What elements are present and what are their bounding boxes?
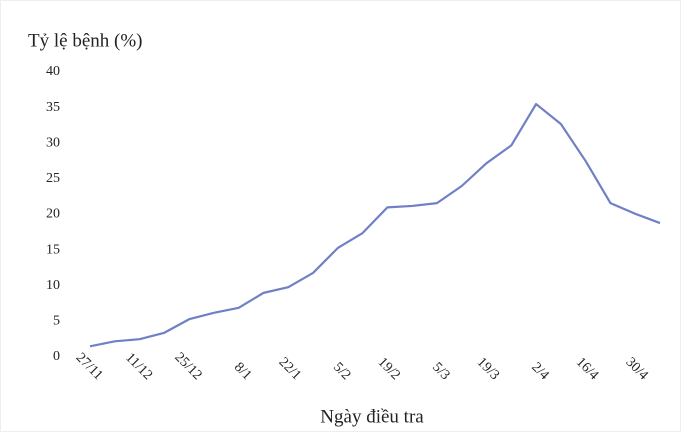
y-tick-label: 20 — [46, 207, 60, 222]
y-tick-label: 25 — [46, 171, 60, 186]
y-tick-label: 5 — [53, 314, 60, 329]
x-axis-label: Ngày điều tra — [320, 406, 424, 427]
y-tick-label: 35 — [46, 100, 60, 115]
data-line — [89, 102, 661, 348]
chart-title: Tỷ lệ bệnh (%) — [28, 30, 142, 51]
y-tick-label: 15 — [46, 242, 60, 257]
y-tick-label: 0 — [53, 349, 60, 364]
y-tick-label: 30 — [46, 135, 60, 150]
y-tick-label: 40 — [46, 64, 60, 79]
y-tick-label: 10 — [46, 278, 60, 293]
